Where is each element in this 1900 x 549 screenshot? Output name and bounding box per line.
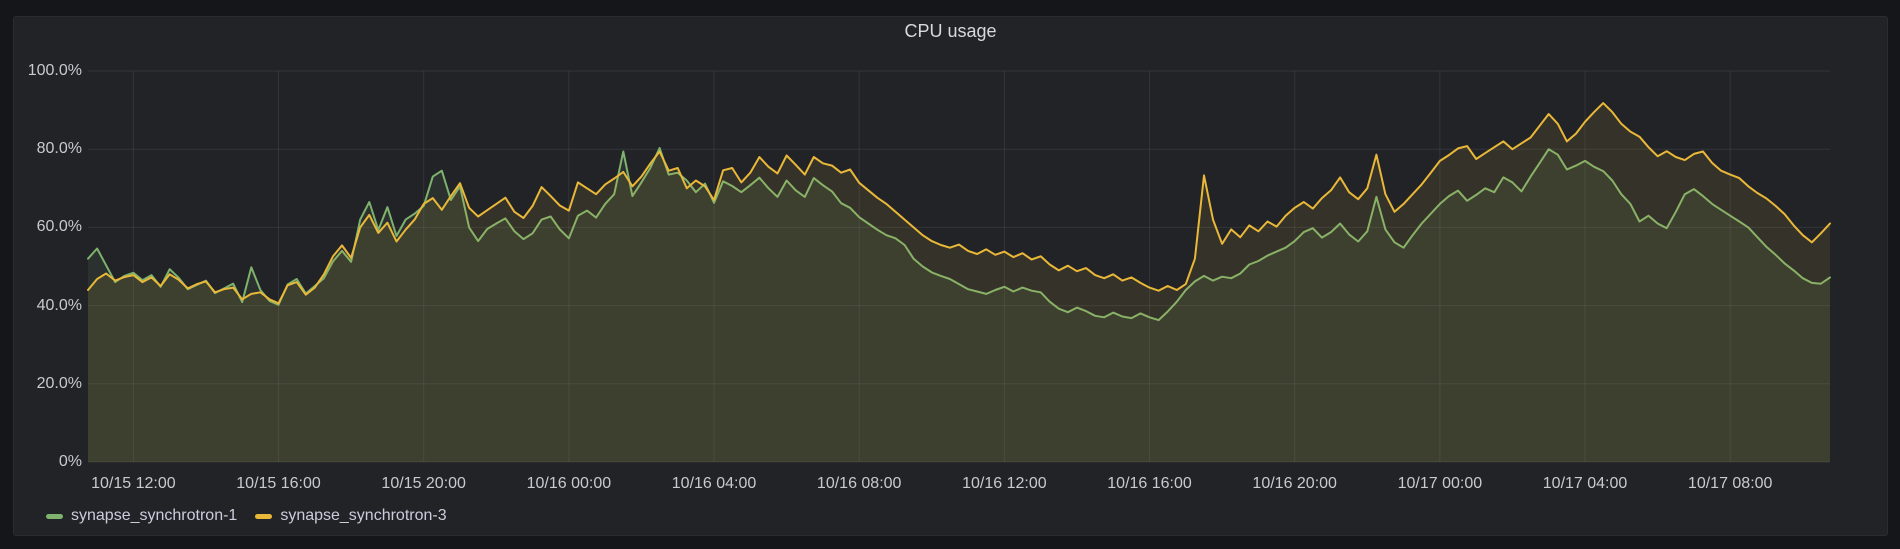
x-tick-label: 10/16 12:00 (962, 475, 1047, 492)
legend-swatch-green-icon (46, 513, 63, 519)
x-tick-label: 10/16 04:00 (671, 475, 757, 492)
y-tick-label: 20.0% (36, 374, 82, 392)
legend-label-synchrotron-1: synapse_synchrotron-1 (71, 507, 238, 524)
series-synapse_synchrotron-1 (87, 147, 1831, 462)
grid-lines (88, 70, 1830, 463)
x-tick-label: 10/16 08:00 (816, 475, 902, 492)
x-tick-label: 10/17 04:00 (1542, 475, 1628, 492)
panel-title[interactable]: CPU usage (904, 21, 997, 41)
y-tick-label: 60.0% (36, 218, 82, 236)
x-tick-label: 10/16 00:00 (526, 475, 612, 492)
x-tick-label: 10/16 20:00 (1252, 475, 1337, 492)
legend-item-synchrotron-1[interactable]: synapse_synchrotron-1 (46, 507, 237, 525)
y-tick-label: 0% (58, 453, 82, 470)
legend-swatch-yellow-icon (255, 513, 273, 519)
x-tick-label: 10/15 20:00 (381, 475, 466, 492)
x-tick-label: 10/17 00:00 (1397, 475, 1483, 492)
series-line (87, 147, 1831, 322)
y-tick-label: 100.0% (27, 62, 82, 79)
series-fill (88, 148, 1830, 462)
x-tick-label: 10/15 12:00 (91, 475, 176, 492)
legend: synapse_synchrotron-1 synapse_synchrotro… (46, 507, 447, 525)
series-fill (88, 103, 1830, 462)
legend-item-synchrotron-3[interactable]: synapse_synchrotron-3 (255, 507, 447, 525)
cpu-usage-chart-plot-area[interactable] (87, 70, 1831, 463)
x-tick-label: 10/16 16:00 (1107, 475, 1192, 492)
y-tick-label: 80.0% (36, 140, 82, 158)
x-tick-label: 10/17 08:00 (1687, 475, 1773, 492)
series-synapse_synchrotron-3 (87, 102, 1831, 462)
series-line (87, 102, 1831, 305)
x-tick-label: 10/15 16:00 (236, 475, 321, 492)
legend-label-synchrotron-3: synapse_synchrotron-3 (280, 507, 447, 524)
y-tick-label: 40.0% (36, 296, 82, 314)
